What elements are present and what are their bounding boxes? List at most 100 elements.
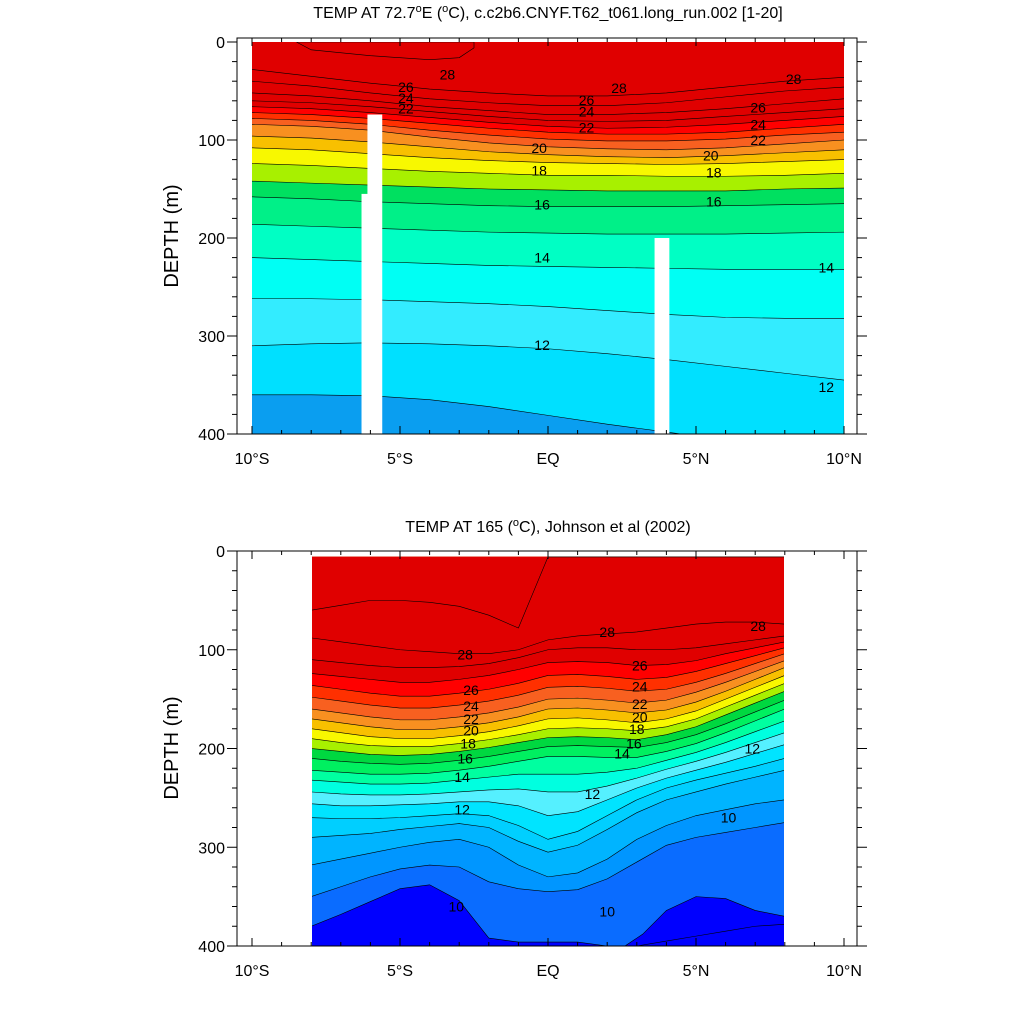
contour-line — [312, 732, 784, 796]
contour-line — [312, 635, 784, 668]
panel-top-contour-labels: 2826242228262422262422282018162018161414… — [398, 66, 834, 395]
contour-label: 28 — [611, 80, 627, 96]
contour-line — [312, 667, 784, 731]
contour-label: 22 — [463, 711, 479, 727]
contour-label: 14 — [818, 259, 834, 275]
contour-line — [312, 691, 784, 756]
contour-label: 20 — [531, 140, 547, 156]
contour-line — [252, 342, 844, 381]
contour-line — [252, 112, 844, 135]
contour-label: 26 — [398, 79, 414, 95]
contour-line — [252, 135, 844, 158]
contour-line — [252, 163, 844, 177]
y-tick-label: 0 — [216, 35, 225, 52]
contour-label: 18 — [460, 736, 476, 752]
contour-label: 28 — [786, 71, 802, 87]
contour-line — [312, 720, 784, 785]
contour-line — [252, 124, 844, 151]
y-tick-label: 0 — [216, 544, 225, 561]
contour-label: 10 — [599, 903, 615, 919]
contour-line — [252, 223, 844, 235]
contour-line — [312, 621, 784, 654]
contour-line — [312, 683, 784, 747]
panel-top-missing-data — [361, 114, 670, 435]
contour-label: 18 — [531, 162, 547, 178]
contour-label: 22 — [398, 101, 414, 117]
contour-label: 20 — [463, 723, 479, 739]
x-tick-label: 10°N — [826, 963, 862, 980]
contour-line — [312, 744, 784, 816]
contour-label: 24 — [579, 104, 595, 120]
contour-band — [624, 896, 784, 946]
panel-bottom-axes: 10°S 5°S EQ 5°N 10°N 0 100 200 300 400 — [198, 544, 867, 980]
contour-line — [252, 100, 844, 122]
contour-line — [252, 106, 844, 129]
contour-line — [252, 394, 684, 434]
contour-line — [312, 700, 784, 765]
contour-line — [312, 653, 784, 709]
contour-label: 24 — [750, 116, 766, 132]
contour-label: 28 — [599, 624, 615, 640]
contour-band — [312, 556, 784, 629]
panel-top-frame — [236, 37, 858, 435]
contour-label: 24 — [632, 678, 648, 694]
missing-data-mask — [367, 114, 383, 435]
panel-top-ylabel: DEPTH (m) — [161, 184, 183, 287]
contour-band — [296, 42, 475, 60]
panel-top-contour-lines — [252, 69, 844, 434]
contour-label: 26 — [579, 92, 595, 108]
contour-label: 24 — [463, 698, 479, 714]
y-tick-label: 300 — [198, 840, 225, 857]
x-tick-label: 5°N — [683, 963, 710, 980]
y-tick-label: 100 — [198, 643, 225, 660]
panel-top-title: TEMP AT 72.7oE (oC), c.c2b6.CNYF.T62_t06… — [313, 3, 782, 22]
contour-line — [312, 822, 784, 897]
panel-bottom-filled-contours — [312, 556, 784, 946]
x-tick-label: 10°S — [235, 451, 270, 468]
contour-label: 14 — [534, 250, 550, 266]
contour-line — [312, 660, 784, 721]
x-tick-label: 5°N — [683, 451, 710, 468]
y-tick-label: 400 — [198, 427, 225, 444]
contour-line — [252, 80, 844, 106]
contour-label: 12 — [454, 802, 470, 818]
contour-line — [312, 708, 784, 775]
contour-line — [312, 770, 784, 853]
y-tick-label: 300 — [198, 329, 225, 346]
y-tick-label: 100 — [198, 133, 225, 150]
contour-label: 20 — [632, 709, 648, 725]
contour-label: 22 — [579, 119, 595, 135]
contour-label: 18 — [706, 164, 722, 180]
contour-line — [252, 298, 844, 319]
contour-label: 16 — [706, 194, 722, 210]
panel-bottom-title: TEMP AT 165 (oC), Johnson et al (2002) — [405, 517, 690, 536]
contour-label: 16 — [626, 736, 642, 752]
contour-label: 26 — [750, 100, 766, 116]
y-tick-label: 200 — [198, 742, 225, 759]
contour-label: 18 — [629, 721, 645, 737]
contour-line — [252, 147, 844, 165]
contour-label: 12 — [818, 379, 834, 395]
contour-label: 28 — [457, 647, 473, 663]
y-tick-label: 400 — [198, 939, 225, 956]
contour-label: 14 — [454, 769, 470, 785]
contour-line — [252, 118, 844, 142]
contour-label: 12 — [744, 741, 760, 757]
contour-line — [252, 69, 844, 97]
contour-label: 28 — [750, 618, 766, 634]
contour-line — [312, 675, 784, 739]
x-tick-label: 5°S — [387, 963, 413, 980]
y-tick-label: 200 — [198, 231, 225, 248]
x-tick-label: 5°S — [387, 451, 413, 468]
contour-label: 14 — [614, 745, 630, 761]
contour-label: 10 — [721, 810, 737, 826]
contour-label: 12 — [534, 337, 550, 353]
contour-label: 28 — [440, 66, 456, 82]
contour-line — [252, 257, 844, 270]
contour-line — [312, 641, 784, 683]
x-tick-label: 10°S — [235, 963, 270, 980]
contour-line — [312, 799, 784, 878]
x-tick-label: EQ — [536, 451, 559, 468]
contour-label: 26 — [463, 682, 479, 698]
